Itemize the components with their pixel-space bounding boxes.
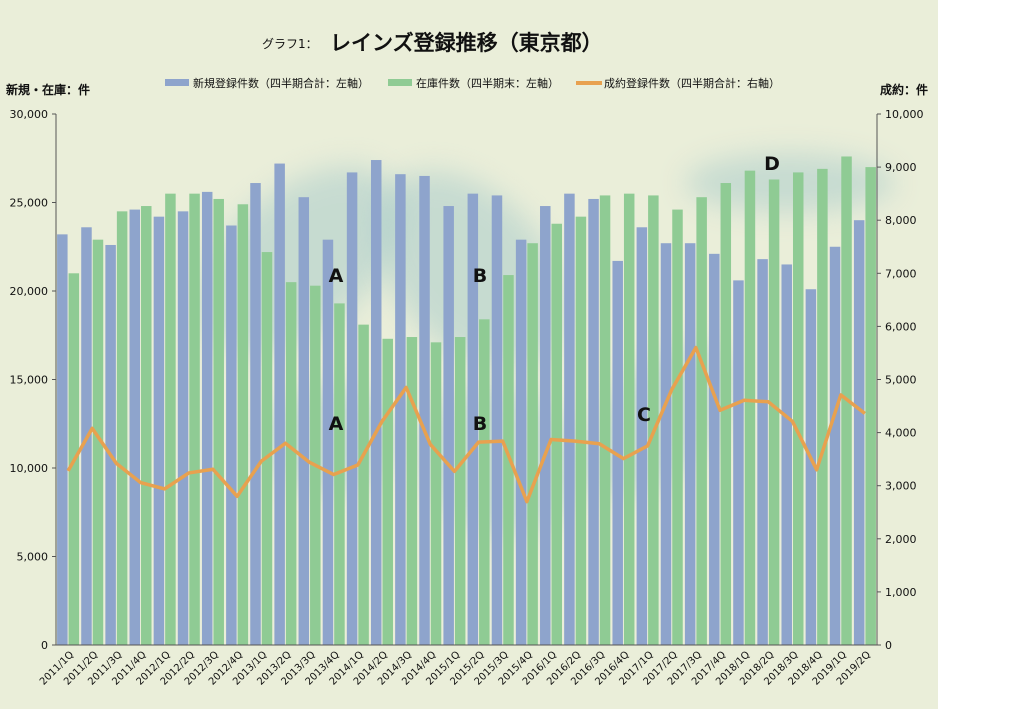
bar-new-registrations bbox=[57, 234, 68, 646]
chart: 0 5,000 10,000 15,000 20,000 25,000 30,000 0 1,0… bbox=[6, 31, 928, 688]
right-axis-label: 成約：件 bbox=[880, 82, 928, 97]
right-tick-label: 0 bbox=[885, 639, 892, 652]
bar-inventory bbox=[454, 337, 466, 645]
bar-inventory bbox=[672, 209, 683, 645]
bar-inventory bbox=[92, 239, 104, 646]
bar-new-registrations bbox=[757, 259, 768, 645]
left-tick-label: 20,000 bbox=[10, 285, 49, 298]
bar-inventory bbox=[406, 337, 418, 645]
bar-inventory bbox=[720, 183, 732, 645]
bar-inventory bbox=[527, 243, 538, 645]
bar-inventory bbox=[358, 324, 369, 645]
right-tick-label: 8,000 bbox=[885, 214, 917, 227]
left-axis-label: 新規・在庫：件 bbox=[6, 82, 90, 97]
bar-inventory bbox=[261, 252, 273, 645]
right-tick-label: 9,000 bbox=[885, 161, 917, 174]
bar-new-registrations bbox=[105, 244, 116, 646]
chart-title: レインズ登録推移（東京都） bbox=[330, 31, 603, 55]
bar-new-registrations bbox=[201, 191, 213, 645]
bar-inventory bbox=[768, 179, 780, 646]
bar-new-registrations bbox=[250, 183, 261, 645]
bar-new-registrations bbox=[370, 160, 382, 645]
right-tick-label: 1,000 bbox=[885, 586, 917, 599]
bar-new-registrations bbox=[419, 175, 430, 645]
bar-new-registrations bbox=[153, 216, 165, 645]
bar-new-registrations bbox=[684, 243, 696, 645]
bar-inventory bbox=[551, 223, 563, 646]
bar-inventory bbox=[189, 193, 200, 645]
bar-new-registrations bbox=[660, 243, 672, 645]
left-tick-label: 5,000 bbox=[17, 551, 49, 564]
bar-inventory bbox=[479, 319, 490, 645]
bar-new-registrations bbox=[298, 197, 310, 645]
annotation-label: D bbox=[764, 153, 780, 175]
bar-new-registrations bbox=[709, 253, 720, 645]
bar-new-registrations bbox=[636, 227, 648, 645]
right-tick-label: 4,000 bbox=[885, 427, 917, 440]
annotation-label: A bbox=[329, 413, 344, 435]
bar-new-registrations bbox=[322, 239, 334, 646]
bar-new-registrations bbox=[443, 206, 454, 646]
bar-inventory bbox=[165, 193, 176, 645]
left-tick-label: 15,000 bbox=[10, 374, 49, 387]
bar-inventory bbox=[285, 282, 297, 645]
annotation-label: B bbox=[473, 265, 487, 287]
bar-inventory bbox=[817, 168, 828, 645]
bar-inventory bbox=[430, 342, 442, 645]
bar-new-registrations bbox=[515, 239, 527, 646]
bar-new-registrations bbox=[226, 225, 237, 645]
bar-new-registrations bbox=[540, 206, 551, 646]
legend-swatch bbox=[165, 79, 189, 86]
right-tick-label: 10,000 bbox=[885, 108, 924, 121]
right-tick-label: 5,000 bbox=[885, 374, 917, 387]
bar-inventory bbox=[744, 170, 756, 645]
annotation-label: A bbox=[329, 265, 344, 287]
bar-new-registrations bbox=[781, 264, 792, 645]
legend-label: 新規登録件数（四半期合計：左軸） bbox=[193, 76, 369, 90]
bar-new-registrations bbox=[129, 209, 141, 645]
bar-inventory bbox=[696, 197, 707, 645]
bar-inventory bbox=[116, 211, 128, 645]
bar-new-registrations bbox=[467, 193, 479, 645]
line-contracts bbox=[66, 345, 866, 504]
bar-new-registrations bbox=[733, 280, 744, 645]
left-tick-label: 30,000 bbox=[10, 108, 49, 121]
right-tick-label: 3,000 bbox=[885, 480, 917, 493]
bar-inventory bbox=[648, 195, 659, 646]
bar-inventory bbox=[382, 338, 393, 645]
bar-inventory bbox=[334, 303, 345, 645]
bar-new-registrations bbox=[829, 246, 841, 645]
bar-new-registrations bbox=[612, 260, 623, 645]
bar-inventory bbox=[599, 195, 611, 646]
bar-new-registrations bbox=[177, 211, 189, 645]
bar-inventory bbox=[213, 198, 224, 645]
legend-swatch bbox=[388, 79, 412, 86]
left-tick-label: 25,000 bbox=[10, 197, 49, 210]
bar-new-registrations bbox=[491, 195, 503, 646]
bar-inventory bbox=[623, 193, 635, 645]
bar-inventory bbox=[575, 216, 587, 645]
highlight-region-6 bbox=[685, 153, 895, 213]
bar-new-registrations bbox=[588, 198, 599, 645]
bar-new-registrations bbox=[395, 174, 406, 645]
bar-inventory bbox=[792, 172, 804, 645]
left-tick-label: 10,000 bbox=[10, 462, 49, 475]
bar-new-registrations bbox=[346, 172, 358, 645]
bar-inventory bbox=[237, 204, 249, 645]
left-tick-label: 0 bbox=[41, 639, 48, 652]
right-tick-label: 7,000 bbox=[885, 267, 917, 280]
bar-inventory bbox=[865, 167, 876, 645]
right-tick-label: 6,000 bbox=[885, 320, 917, 333]
bar-new-registrations bbox=[853, 220, 865, 645]
right-tick-label: 2,000 bbox=[885, 533, 917, 546]
bar-inventory bbox=[141, 206, 152, 646]
chart-title-prefix: グラフ1： bbox=[262, 37, 318, 51]
legend-label: 在庫件数（四半期末：左軸） bbox=[416, 76, 559, 90]
bar-new-registrations bbox=[274, 163, 285, 645]
bar-new-registrations bbox=[805, 289, 817, 645]
annotation-label: B bbox=[473, 413, 487, 435]
legend-label: 成約登録件数（四半期合計：右軸） bbox=[604, 76, 780, 90]
annotation-label: C bbox=[637, 404, 651, 426]
bar-new-registrations bbox=[564, 193, 575, 645]
